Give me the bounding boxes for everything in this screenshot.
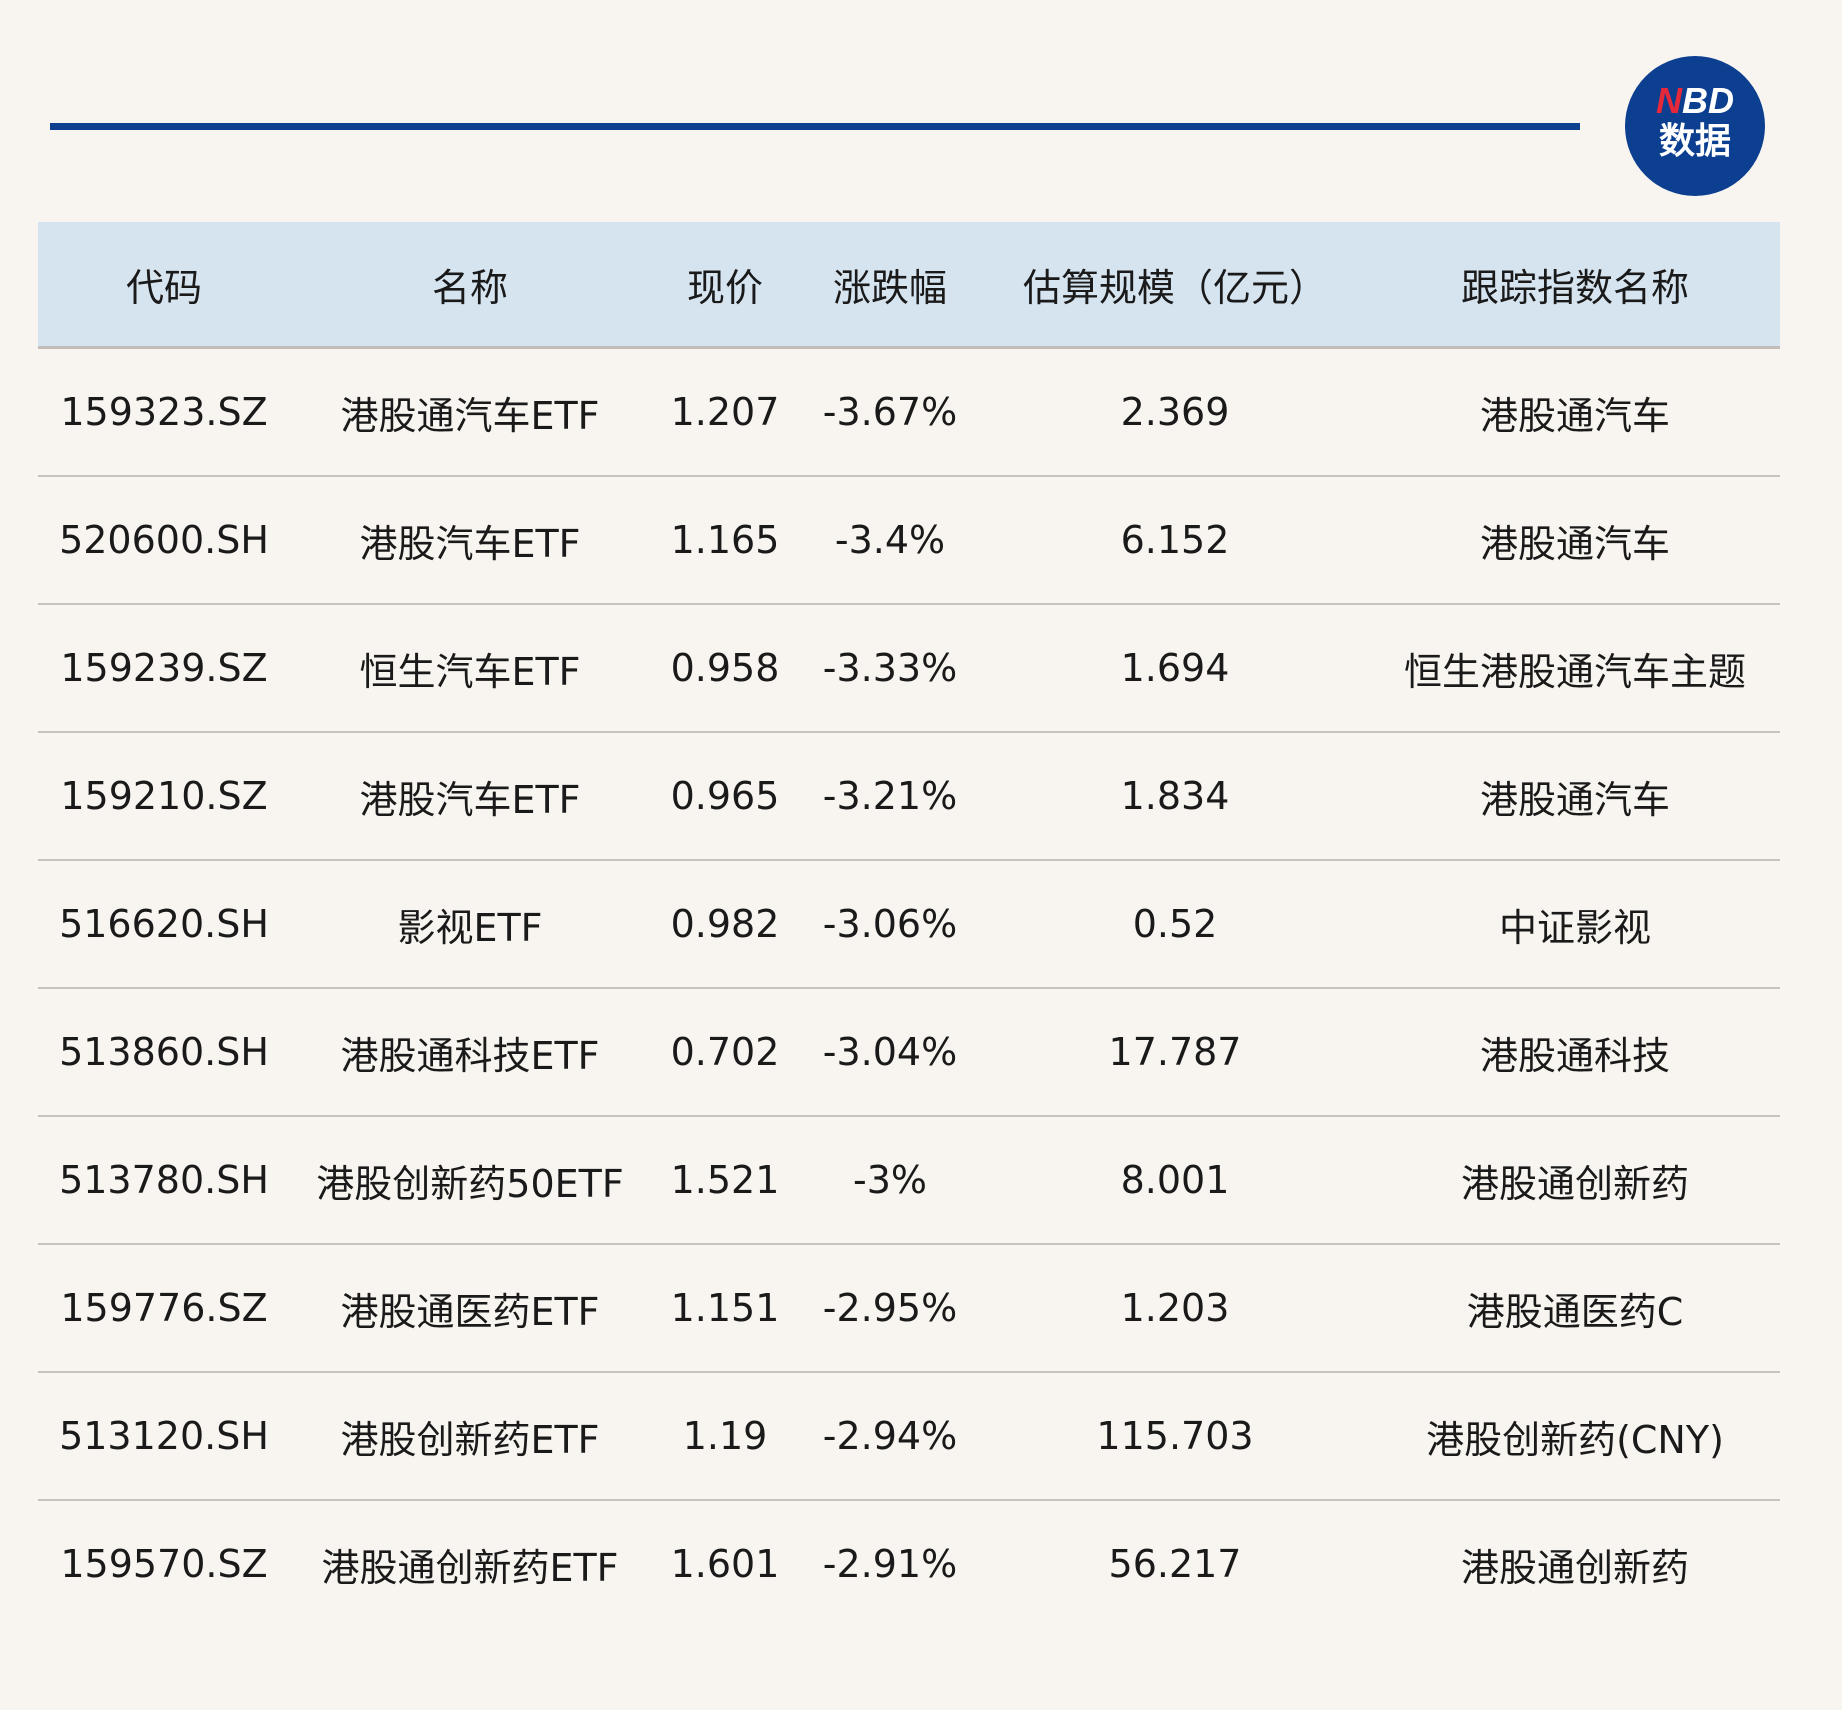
cell-code: 159570.SZ	[60, 1542, 268, 1586]
cell-scale: 1.834	[980, 732, 1370, 861]
header-change: 涨跌幅	[800, 222, 980, 349]
cell-name: 港股汽车ETF	[290, 732, 650, 861]
cell-index: 港股通科技	[1370, 988, 1780, 1117]
header-name: 名称	[290, 222, 650, 349]
cell-price: 1.207	[650, 347, 800, 477]
cell-index: 港股通创新药	[1370, 1116, 1780, 1245]
cell-price: 1.165	[650, 476, 800, 605]
top-rule	[50, 123, 1580, 130]
cell-change: -3.4%	[800, 476, 980, 605]
header-price: 现价	[650, 222, 800, 349]
cell-scale: 1.203	[980, 1244, 1370, 1373]
cell-price: 1.521	[650, 1116, 800, 1245]
cell-change: -3.33%	[800, 604, 980, 733]
etf-table: 代码 名称 现价 涨跌幅 估算规模（亿元） 跟踪指数名称 159323.SZ 港股…	[38, 222, 1780, 1627]
header-index: 跟踪指数名称	[1370, 222, 1780, 349]
cell-code: 513120.SH	[38, 1372, 290, 1501]
cell-scale: 56.217	[1108, 1542, 1242, 1586]
cell-code: 159776.SZ	[38, 1244, 290, 1373]
cell-scale: 8.001	[980, 1116, 1370, 1245]
header-scale: 估算规模（亿元）	[980, 222, 1370, 349]
table-row: 159210.SZ 港股汽车ETF 0.965 -3.21% 1.834 港股通汽车	[38, 732, 1780, 861]
cell-price: 1.601	[670, 1542, 780, 1586]
cell-change: -3.21%	[800, 732, 980, 861]
cell-price: 1.19	[650, 1372, 800, 1501]
table-row: 520600.SH 港股汽车ETF 1.165 -3.4% 6.152 港股通汽车	[38, 476, 1780, 605]
cell-name: 港股创新药50ETF	[290, 1116, 650, 1245]
cell-change: -2.91%	[822, 1542, 958, 1586]
table-header-row: 代码 名称 现价 涨跌幅 估算规模（亿元） 跟踪指数名称	[38, 222, 1780, 349]
cell-code: 159239.SZ	[38, 604, 290, 733]
table-row: 513120.SH 港股创新药ETF 1.19 -2.94% 115.703 港股创新药(…	[38, 1372, 1780, 1501]
cell-name: 港股汽车ETF	[290, 476, 650, 605]
cell-name: 港股通汽车ETF	[290, 347, 650, 477]
cell-price: 0.982	[650, 860, 800, 989]
cell-index: 中证影视	[1370, 860, 1780, 989]
cell-code: 513780.SH	[38, 1116, 290, 1245]
cell-name: 港股通科技ETF	[290, 988, 650, 1117]
cell-change: -3.04%	[800, 988, 980, 1117]
table-row: 159323.SZ 港股通汽车ETF 1.207 -3.67% 2.369 港股通汽车	[38, 347, 1780, 477]
cell-price: 0.702	[650, 988, 800, 1117]
cell-code: 513860.SH	[38, 988, 290, 1117]
cell-scale: 0.52	[980, 860, 1370, 989]
table-row: 516620.SH 影视ETF 0.982 -3.06% 0.52 中证影视	[38, 860, 1780, 989]
table-row: 159776.SZ 港股通医药ETF 1.151 -2.95% 1.203 港股通医药C	[38, 1244, 1780, 1373]
cell-scale: 17.787	[980, 988, 1370, 1117]
nbd-data-logo: NBD 数据	[1625, 56, 1765, 196]
cell-change: -2.95%	[800, 1244, 980, 1373]
cell-price: 1.151	[650, 1244, 800, 1373]
cell-scale: 2.369	[980, 347, 1370, 477]
cell-index: 港股通医药C	[1370, 1244, 1780, 1373]
cell-index: 恒生港股通汽车主题	[1370, 604, 1780, 733]
cell-name: 港股创新药ETF	[290, 1372, 650, 1501]
cell-code: 159323.SZ	[38, 347, 290, 477]
table-row: 513780.SH 港股创新药50ETF 1.521 -3% 8.001 港股通创新药	[38, 1116, 1780, 1245]
cell-code: 516620.SH	[38, 860, 290, 989]
cell-code: 159210.SZ	[38, 732, 290, 861]
header-code: 代码	[38, 222, 290, 349]
cell-change: -3%	[800, 1116, 980, 1245]
cell-name: 港股通创新药ETF	[321, 1545, 619, 1590]
table-row: 159570.SZ 港股通创新药ETF 1.601 -2.91% 56.217 港股通创新…	[38, 1500, 1780, 1627]
cell-index: 港股通汽车	[1370, 476, 1780, 605]
cell-index: 港股创新药(CNY)	[1370, 1372, 1780, 1501]
cell-name: 影视ETF	[290, 860, 650, 989]
cell-index: 港股通创新药	[1460, 1545, 1689, 1590]
cell-scale: 6.152	[980, 476, 1370, 605]
table-row: 513860.SH 港股通科技ETF 0.702 -3.04% 17.787 港股通科技	[38, 988, 1780, 1117]
cell-name: 恒生汽车ETF	[290, 604, 650, 733]
cell-index: 港股通汽车	[1370, 347, 1780, 477]
cell-scale: 115.703	[980, 1372, 1370, 1501]
cell-price: 0.965	[650, 732, 800, 861]
cell-name: 港股通医药ETF	[290, 1244, 650, 1373]
cell-price: 0.958	[650, 604, 800, 733]
cell-change: -2.94%	[800, 1372, 980, 1501]
cell-change: -3.06%	[800, 860, 980, 989]
cell-change: -3.67%	[800, 347, 980, 477]
table-row: 159239.SZ 恒生汽车ETF 0.958 -3.33% 1.694 恒生港股通汽车主…	[38, 604, 1780, 733]
cell-code: 520600.SH	[38, 476, 290, 605]
cell-scale: 1.694	[980, 604, 1370, 733]
cell-index: 港股通汽车	[1370, 732, 1780, 861]
